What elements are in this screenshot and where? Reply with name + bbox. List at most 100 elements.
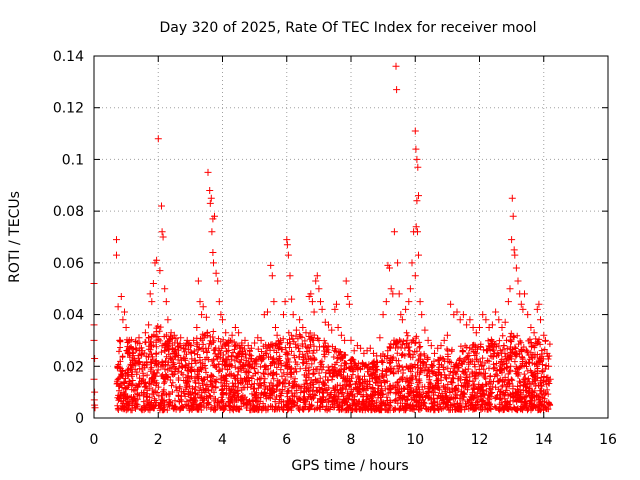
x-tick-label: 0 [90, 432, 99, 448]
data-point [145, 321, 153, 329]
data-point [510, 246, 518, 254]
data-point [289, 311, 297, 319]
data-point [495, 316, 503, 324]
data-point [342, 277, 350, 285]
data-point [159, 233, 167, 241]
x-tick-label: 2 [154, 432, 163, 448]
data-point [272, 324, 279, 331]
data-point [91, 388, 99, 396]
data-point [215, 298, 223, 306]
y-tick-label: 0.12 [53, 101, 84, 117]
data-point [347, 336, 355, 344]
data-point [472, 329, 480, 337]
data-point [344, 293, 352, 300]
data-point [235, 329, 243, 337]
data-point [180, 342, 188, 350]
data-point [521, 290, 528, 298]
data-point [514, 277, 522, 285]
data-point [158, 228, 166, 236]
data-point [333, 300, 340, 308]
data-point [524, 311, 532, 319]
data-point [337, 331, 345, 339]
data-point [190, 336, 198, 344]
data-point [196, 298, 204, 306]
data-point [414, 228, 421, 236]
data-point [543, 349, 551, 357]
data-point [537, 316, 544, 324]
data-point [437, 342, 445, 350]
data-point [170, 331, 178, 339]
data-point [492, 308, 500, 316]
data-point [194, 277, 202, 285]
data-point [398, 316, 406, 324]
data-point [508, 236, 516, 244]
data-point [390, 228, 398, 236]
data-point [276, 336, 284, 344]
data-point [209, 249, 217, 256]
data-point [392, 62, 400, 70]
y-tick-label: 0 [75, 411, 84, 427]
data-point [463, 321, 471, 329]
data-point [373, 352, 381, 360]
data-point [210, 259, 217, 267]
data-point [198, 311, 206, 319]
chart-title: Day 320 of 2025, Rate Of TEC Index for r… [159, 20, 536, 36]
x-tick-label: 10 [406, 432, 424, 448]
data-point [328, 326, 336, 334]
data-point [217, 311, 225, 319]
data-point [267, 261, 275, 269]
data-point [222, 329, 230, 337]
data-point [207, 194, 215, 202]
data-point [308, 298, 316, 306]
x-tick-label: 12 [471, 432, 489, 448]
data-point [177, 334, 185, 342]
data-point [119, 316, 127, 324]
data-point [162, 298, 170, 306]
data-point [506, 285, 514, 293]
data-point [231, 324, 239, 331]
data-point [211, 212, 218, 220]
data-point [509, 212, 517, 220]
data-point [508, 194, 516, 202]
data-point [161, 285, 169, 293]
data-point [402, 305, 410, 313]
data-point [129, 349, 137, 357]
x-tick-label: 6 [282, 432, 291, 448]
data-point [283, 236, 291, 244]
data-point [219, 316, 226, 324]
data-point [208, 228, 216, 236]
data-point [459, 311, 467, 319]
data-point [212, 269, 220, 277]
data-point [257, 336, 265, 344]
data-point [414, 163, 422, 171]
x-axis-label: GPS time / hours [291, 458, 408, 474]
y-tick-label: 0.02 [53, 359, 84, 375]
data-point [540, 331, 548, 339]
data-point [412, 145, 420, 153]
data-point [317, 298, 324, 306]
data-point [476, 324, 483, 331]
y-tick-label: 0.08 [53, 204, 84, 220]
data-point [132, 344, 140, 352]
data-point [440, 336, 448, 344]
data-point [225, 336, 233, 344]
data-point [415, 251, 422, 259]
data-point [469, 324, 477, 331]
data-point [154, 135, 162, 143]
data-point [149, 280, 157, 287]
data-point [251, 339, 259, 347]
data-point [247, 344, 255, 352]
data-point [541, 336, 549, 344]
data-point [148, 298, 156, 306]
data-point [146, 290, 154, 298]
data-point [325, 321, 332, 329]
data-point [193, 324, 201, 331]
data-point [284, 251, 292, 259]
data-point [395, 290, 403, 298]
data-point [153, 256, 161, 264]
x-tick-label: 16 [599, 432, 617, 448]
data-point [315, 285, 323, 293]
data-point [307, 290, 315, 298]
data-point [141, 329, 149, 337]
data-point [341, 336, 349, 344]
